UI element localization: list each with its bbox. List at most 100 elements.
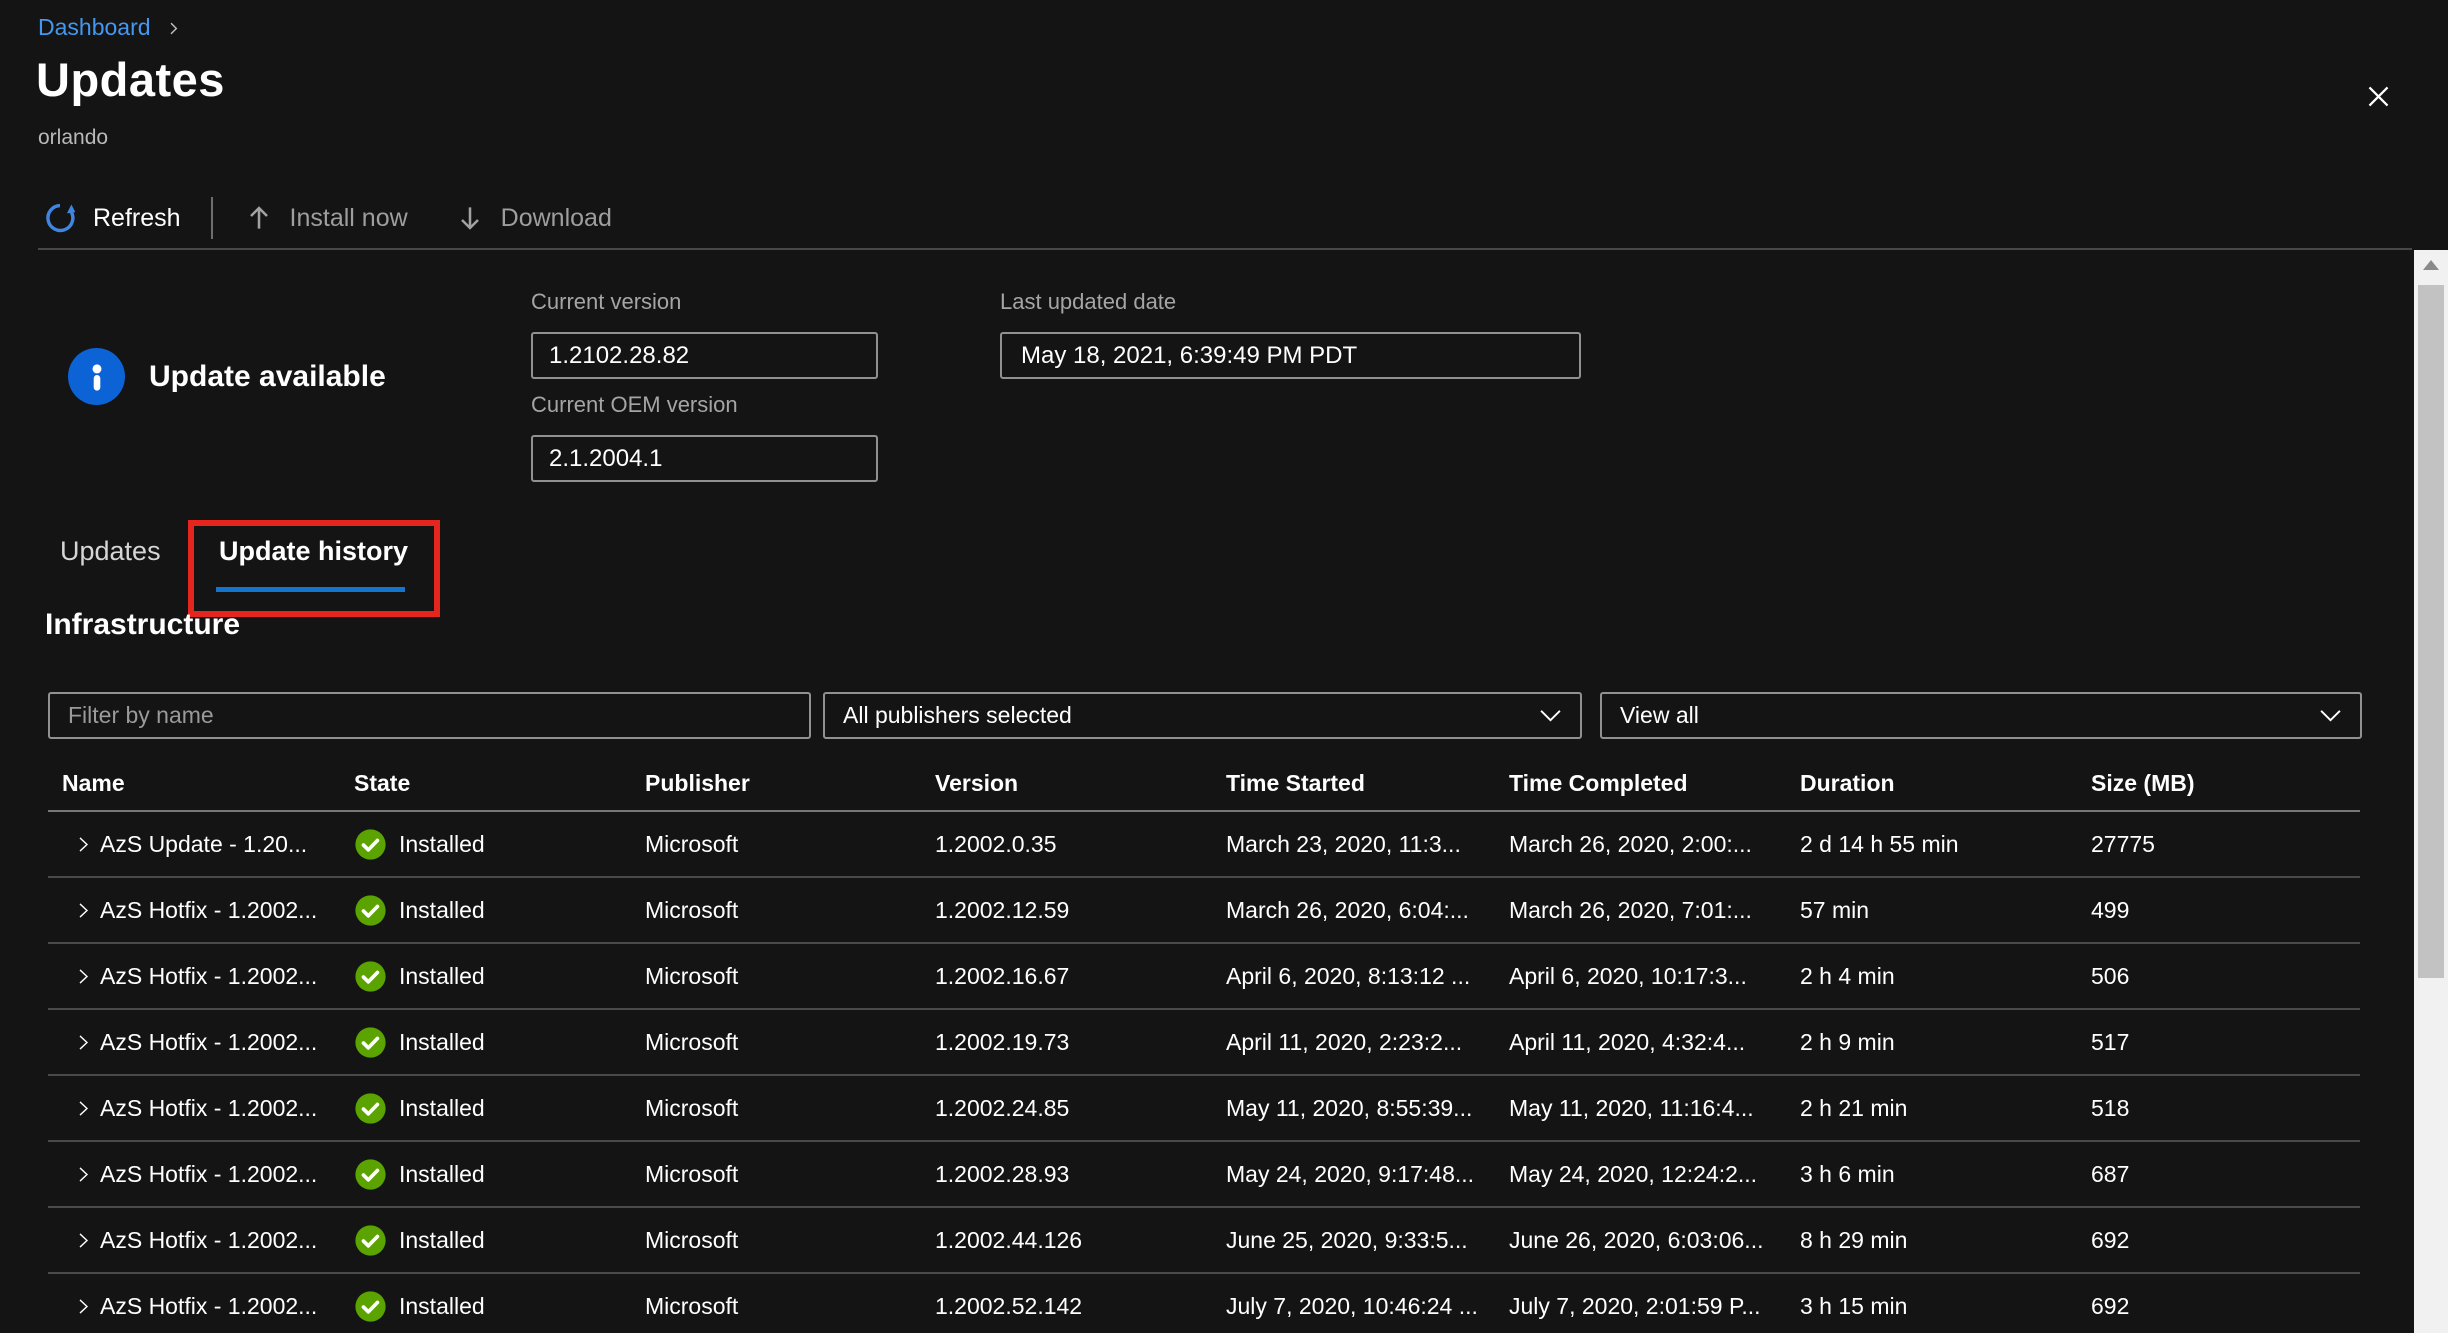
info-icon bbox=[68, 348, 125, 405]
cell-state-label: Installed bbox=[399, 830, 485, 857]
table-row[interactable]: AzS Hotfix - 1.2002... Installed Microso… bbox=[48, 1208, 2360, 1274]
cell-time-started: March 23, 2020, 11:3... bbox=[1226, 830, 1461, 857]
breadcrumb: Dashboard bbox=[38, 14, 182, 41]
arrow-down-icon bbox=[460, 207, 479, 230]
column-header-time-completed[interactable]: Time Completed bbox=[1509, 770, 1688, 796]
table-row[interactable]: AzS Hotfix - 1.2002... Installed Microso… bbox=[48, 1076, 2360, 1142]
cell-time-started: April 6, 2020, 8:13:12 ... bbox=[1226, 962, 1471, 989]
view-dropdown[interactable]: View all bbox=[1600, 692, 2362, 739]
expand-chevron-icon[interactable] bbox=[73, 966, 94, 987]
cell-duration: 57 min bbox=[1800, 896, 1870, 923]
download-label: Download bbox=[500, 203, 612, 232]
cell-time-started: May 24, 2020, 9:17:48... bbox=[1226, 1160, 1475, 1187]
update-history-table: Name State Publisher Version Time Starte… bbox=[48, 757, 2360, 1333]
column-header-version[interactable]: Version bbox=[935, 770, 1019, 796]
installed-check-icon bbox=[355, 1092, 386, 1124]
cell-time-completed: April 11, 2020, 4:32:4... bbox=[1509, 1028, 1746, 1055]
cell-time-started: June 25, 2020, 9:33:5... bbox=[1226, 1226, 1468, 1253]
refresh-icon bbox=[46, 203, 76, 233]
table-row[interactable]: AzS Hotfix - 1.2002... Installed Microso… bbox=[48, 1274, 2360, 1333]
cell-duration: 2 h 9 min bbox=[1800, 1028, 1895, 1055]
table-row[interactable]: AzS Hotfix - 1.2002... Installed Microso… bbox=[48, 1010, 2360, 1076]
cell-duration: 8 h 29 min bbox=[1800, 1226, 1908, 1253]
tab-updates[interactable]: Updates bbox=[60, 536, 161, 566]
cell-size: 518 bbox=[2091, 1094, 2130, 1121]
cell-name: AzS Hotfix - 1.2002... bbox=[100, 1226, 318, 1253]
cell-expander bbox=[48, 1230, 100, 1251]
table-row[interactable]: AzS Hotfix - 1.2002... Installed Microso… bbox=[48, 944, 2360, 1010]
cell-state-label: Installed bbox=[399, 1094, 485, 1121]
column-header-publisher[interactable]: Publisher bbox=[645, 770, 750, 796]
cell-version: 1.2002.44.126 bbox=[935, 1226, 1083, 1253]
expand-chevron-icon[interactable] bbox=[73, 834, 94, 855]
table-row[interactable]: AzS Hotfix - 1.2002... Installed Microso… bbox=[48, 1142, 2360, 1208]
scrollbar-thumb[interactable] bbox=[2418, 285, 2444, 978]
last-updated-label: Last updated date bbox=[1000, 289, 1177, 314]
cell-time-completed: May 11, 2020, 11:16:4... bbox=[1509, 1094, 1754, 1121]
column-header-duration[interactable]: Duration bbox=[1800, 770, 1895, 796]
table-row[interactable]: AzS Hotfix - 1.2002... Installed Microso… bbox=[48, 878, 2360, 944]
table-row[interactable]: AzS Update - 1.20... Installed Microsoft… bbox=[48, 812, 2360, 878]
cell-time-completed: July 7, 2020, 2:01:59 P... bbox=[1509, 1292, 1761, 1319]
close-button[interactable] bbox=[2352, 70, 2404, 122]
column-header-time-started[interactable]: Time Started bbox=[1226, 770, 1365, 796]
expand-chevron-icon[interactable] bbox=[73, 900, 94, 921]
publishers-dropdown-value: All publishers selected bbox=[843, 702, 1072, 728]
cell-time-completed: March 26, 2020, 2:00:... bbox=[1509, 830, 1752, 857]
expand-chevron-icon[interactable] bbox=[73, 1032, 94, 1053]
cell-expander bbox=[48, 1032, 100, 1053]
expand-chevron-icon[interactable] bbox=[73, 1164, 94, 1185]
publishers-dropdown[interactable]: All publishers selected bbox=[823, 692, 1582, 739]
cell-state: Installed bbox=[354, 1290, 645, 1323]
install-now-button[interactable]: Install now bbox=[243, 202, 408, 234]
cell-expander bbox=[48, 1164, 100, 1185]
cell-state-label: Installed bbox=[399, 1160, 485, 1187]
expand-chevron-icon[interactable] bbox=[73, 1296, 94, 1317]
refresh-label: Refresh bbox=[93, 203, 181, 232]
cell-publisher: Microsoft bbox=[645, 962, 739, 989]
cell-expander bbox=[48, 834, 100, 855]
cell-size: 692 bbox=[2091, 1226, 2130, 1253]
chevron-down-icon bbox=[1540, 710, 1561, 722]
cell-publisher: Microsoft bbox=[645, 1160, 739, 1187]
cell-expander bbox=[48, 1296, 100, 1317]
column-header-name[interactable]: Name bbox=[62, 770, 125, 796]
vertical-scrollbar[interactable] bbox=[2414, 250, 2448, 1333]
close-icon bbox=[2368, 86, 2388, 106]
current-oem-version-field[interactable]: 2.1.2004.1 bbox=[531, 435, 878, 482]
column-header-size[interactable]: Size (MB) bbox=[2091, 770, 2195, 796]
download-button[interactable]: Download bbox=[454, 202, 612, 234]
cell-publisher: Microsoft bbox=[645, 1226, 739, 1253]
cell-version: 1.2002.24.85 bbox=[935, 1094, 1070, 1121]
cell-state: Installed bbox=[354, 1158, 645, 1191]
cell-version: 1.2002.52.142 bbox=[935, 1292, 1083, 1319]
cell-name: AzS Update - 1.20... bbox=[100, 830, 308, 857]
update-status: Update available bbox=[68, 348, 386, 405]
cell-time-completed: May 24, 2020, 12:24:2... bbox=[1509, 1160, 1758, 1187]
breadcrumb-dashboard-link[interactable]: Dashboard bbox=[38, 14, 151, 40]
scroll-up-arrow-icon[interactable] bbox=[2423, 260, 2439, 270]
cell-expander bbox=[48, 966, 100, 987]
last-updated-field[interactable]: May 18, 2021, 6:39:49 PM PDT bbox=[1000, 332, 1581, 379]
page-subtitle: orlando bbox=[38, 126, 109, 149]
column-header-state[interactable]: State bbox=[354, 770, 411, 796]
expand-chevron-icon[interactable] bbox=[73, 1230, 94, 1251]
current-version-field[interactable]: 1.2102.28.82 bbox=[531, 332, 878, 379]
installed-check-icon bbox=[355, 1158, 386, 1190]
refresh-button[interactable]: Refresh bbox=[42, 200, 181, 236]
breadcrumb-chevron-icon bbox=[170, 22, 177, 35]
toolbar-divider bbox=[210, 197, 213, 239]
expand-chevron-icon[interactable] bbox=[73, 1098, 94, 1119]
cell-name: AzS Hotfix - 1.2002... bbox=[100, 1160, 318, 1187]
status-message: Update available bbox=[149, 359, 386, 393]
install-now-label: Install now bbox=[289, 203, 408, 232]
cell-state-label: Installed bbox=[399, 962, 485, 989]
cell-time-completed: March 26, 2020, 7:01:... bbox=[1509, 896, 1752, 923]
cell-time-started: July 7, 2020, 10:46:24 ... bbox=[1226, 1292, 1478, 1319]
header-divider bbox=[38, 248, 2412, 250]
tab-update-history[interactable]: Update history bbox=[219, 536, 409, 566]
filter-by-name-input[interactable] bbox=[48, 692, 811, 739]
cell-version: 1.2002.19.73 bbox=[935, 1028, 1070, 1055]
active-tab-underline bbox=[216, 587, 405, 592]
